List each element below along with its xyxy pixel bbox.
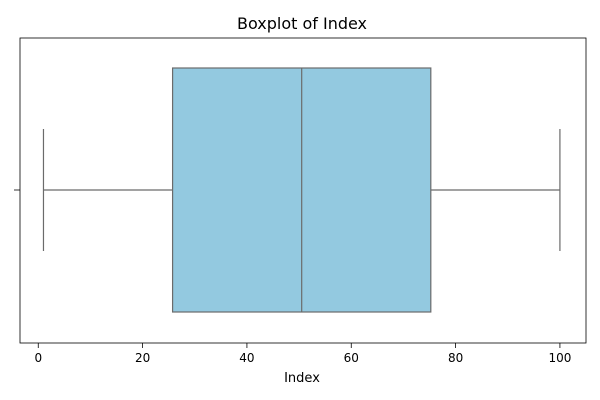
box-group: [42, 67, 561, 313]
x-tick-label: 60: [344, 351, 359, 365]
x-axis: 0 20 40 60 80 100: [34, 343, 571, 365]
x-tick-label: 100: [548, 351, 571, 365]
x-tick-label: 20: [135, 351, 150, 365]
plot-frame: [19, 37, 587, 344]
chart-title: Boxplot of Index: [237, 14, 367, 33]
x-axis-label: Index: [284, 371, 320, 386]
x-tick-label: 80: [448, 351, 463, 365]
x-tick-label: 40: [239, 351, 254, 365]
x-tick-label: 0: [34, 351, 42, 365]
